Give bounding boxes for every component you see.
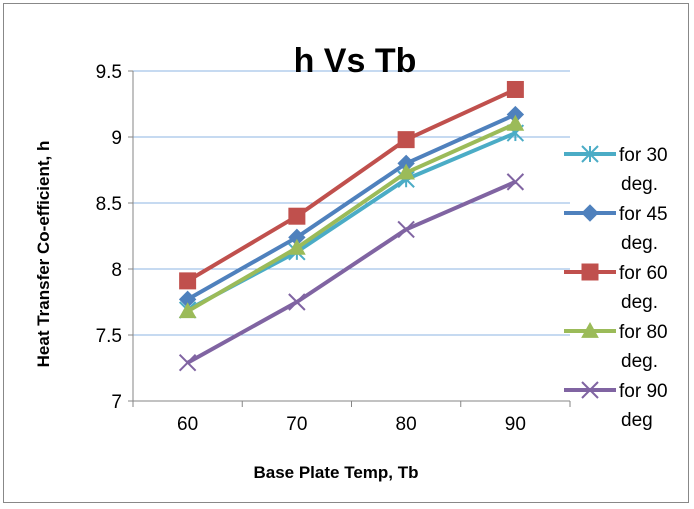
series-4-point [288, 293, 306, 311]
legend-label: for 60 deg. [619, 263, 668, 313]
y-axis-title: Heat Transfer Co-efficient, h [34, 141, 53, 368]
x-tick-label: 90 [505, 414, 526, 435]
series-3-line [186, 121, 517, 313]
series-2-point [506, 80, 524, 98]
series-4-point [397, 220, 415, 239]
series-2-point [179, 272, 197, 290]
legend-label: for 45 deg. [619, 204, 668, 254]
y-tick-label: 9.5 [96, 62, 122, 83]
axes: 7 7.5 8 8.5 9 9.5 60 70 80 90 [96, 62, 571, 435]
legend-marker [581, 381, 599, 399]
x-tick-label: 70 [286, 414, 307, 435]
series-4-point [506, 173, 525, 191]
legend-label: for 30 deg. [619, 145, 668, 195]
legend-label: for 80 deg. [619, 322, 668, 372]
series-3-point [397, 163, 415, 180]
legend-marker [581, 204, 599, 222]
y-tick-label: 8 [111, 260, 122, 281]
y-tick-label: 7.5 [96, 326, 122, 347]
x-tick-label: 80 [396, 414, 417, 435]
y-tick-label: 8.5 [96, 194, 122, 215]
chart-svg: 7 7.5 8 8.5 9 9.5 60 70 80 90 for 30 deg. for 45 deg… [34, 42, 668, 482]
series-2-line [186, 87, 517, 283]
chart-title: h Vs Tb [294, 42, 417, 80]
y-tick-label: 7 [111, 392, 122, 413]
legend-marker [581, 321, 599, 338]
chart-frame: 7 7.5 8 8.5 9 9.5 60 70 80 90 for 30 deg. for 45 deg… [3, 3, 689, 503]
x-tick-label: 60 [177, 414, 198, 435]
series-3-point [506, 114, 525, 131]
series-1-line [186, 112, 517, 302]
legend-marker [581, 145, 599, 163]
series-3-point [178, 302, 197, 319]
series-2-point [397, 131, 415, 149]
series-4-line [186, 180, 517, 365]
series-3-point [288, 238, 306, 255]
series-lines [178, 80, 525, 372]
y-tick-label: 9 [111, 128, 122, 149]
series-2-point [288, 207, 306, 225]
legend-label: for 90 deg [619, 381, 668, 431]
legend-marker [581, 263, 599, 281]
series-4-point [178, 354, 197, 372]
legend: for 30 deg. for 45 deg. for 60 deg. for 80 deg.… [564, 145, 668, 431]
x-axis-title: Base Plate Temp, Tb [253, 463, 418, 482]
